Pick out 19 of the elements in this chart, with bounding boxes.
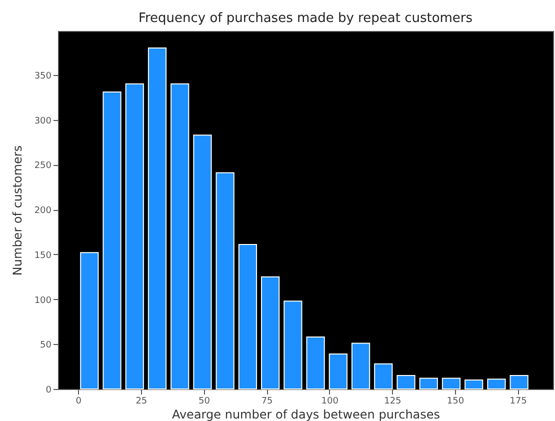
x-tick-label: 100 — [321, 396, 339, 406]
y-tick-label: 200 — [34, 206, 52, 216]
y-tick-label: 300 — [34, 116, 52, 126]
x-tick-label: 125 — [384, 396, 402, 406]
y-tick-label: 150 — [34, 250, 52, 261]
x-tick-label: 175 — [510, 396, 527, 406]
x-tick-label: 50 — [198, 396, 210, 406]
x-tick-label: 150 — [446, 396, 464, 406]
y-tick-label: 350 — [34, 71, 52, 82]
x-axis-title: Avearge number of days between purchases — [172, 408, 440, 421]
x-tick-label: 25 — [136, 396, 148, 406]
y-tick-label: 250 — [34, 161, 52, 172]
x-tick-label: 0 — [76, 396, 82, 406]
chart-title: Frequency of purchases made by repeat customers — [138, 11, 473, 26]
y-tick-label: 100 — [34, 296, 52, 306]
y-axis-title: Number of customers — [10, 145, 24, 276]
x-tick-label: 75 — [261, 396, 273, 406]
y-tick-label: 50 — [40, 340, 52, 351]
y-tick-label: 0 — [46, 386, 52, 396]
